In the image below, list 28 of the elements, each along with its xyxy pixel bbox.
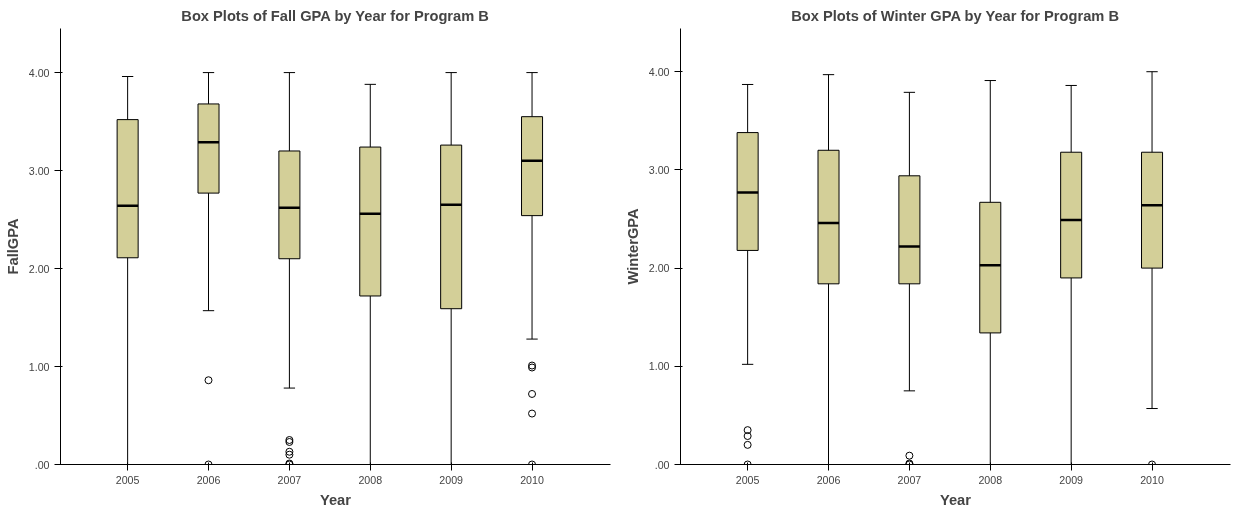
y-tick-label: .00 [654,458,670,471]
chart-title: Box Plots of Winter GPA by Year for Program B [791,7,1120,24]
y-axis-title: WinterGPA [624,208,641,285]
x-tick-label: 2005 [115,473,140,486]
y-tick-label: 1.00 [648,360,670,373]
y-tick-label: 4.00 [28,66,50,79]
y-tick-label: .00 [34,458,50,471]
x-tick-label: 2009 [1059,473,1084,486]
x-tick-label: 2007 [277,473,302,486]
y-tick-label: 4.00 [648,65,670,78]
x-tick-label: 2005 [735,473,760,486]
x-tick-label: 2009 [439,473,464,486]
x-tick-label: 2007 [897,473,922,486]
chart-title: Box Plots of Fall GPA by Year for Program B [181,7,489,24]
y-tick-label: 2.00 [648,262,670,275]
x-tick-label: 2006 [816,473,841,486]
x-tick-label: 2008 [978,473,1003,486]
y-axis-title: FallGPA [4,218,21,275]
y-tick-label: 1.00 [28,360,50,373]
y-tick-label: 2.00 [28,262,50,275]
x-tick-label: 2006 [196,473,221,486]
x-tick-label: 2010 [520,473,544,486]
x-tick-label: 2010 [1140,473,1164,486]
y-tick-label: 3.00 [28,164,50,177]
y-tick-label: 3.00 [648,163,670,176]
x-axis-title: Year [940,491,972,508]
x-tick-label: 2008 [358,473,383,486]
x-axis-title: Year [320,491,352,508]
